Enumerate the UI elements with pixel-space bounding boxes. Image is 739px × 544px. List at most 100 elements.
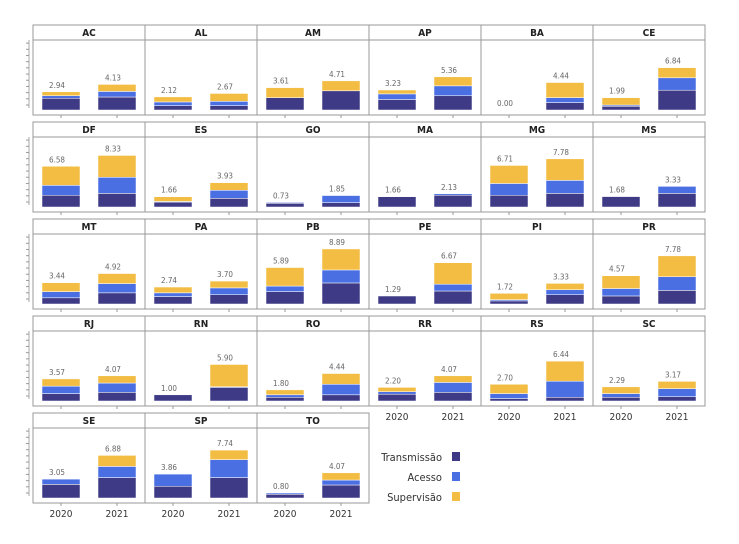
bar-segment-transmissao [545, 294, 585, 305]
bar-segment-transmissao [97, 292, 137, 305]
bar-segment-supervisao [41, 166, 81, 186]
panel-title: RS [530, 319, 543, 330]
bar-segment-acesso [321, 479, 361, 486]
bar-segment-acesso [209, 190, 249, 199]
bar-segment-transmissao [601, 106, 641, 111]
bar-segment-acesso [41, 385, 81, 394]
bar-segment-acesso [41, 95, 81, 99]
bar-segment-acesso [97, 91, 137, 98]
bar-segment-transmissao [209, 477, 249, 499]
panel-to: TO 0.80 2020 4.07 2021 [256, 412, 370, 520]
panel-pr: PR4.5720207.782021 [592, 218, 706, 326]
bar-total-label: 2.74 [161, 276, 177, 285]
bar-segment-transmissao [265, 203, 305, 208]
bar-total-label: 1.66 [385, 186, 401, 195]
bar-segment-transmissao [265, 97, 305, 111]
x-tick-label: 2020 [274, 509, 297, 520]
panel-title: ES [195, 125, 208, 136]
bar-total-label: 6.44 [553, 350, 569, 359]
panel-title: RO [306, 319, 321, 330]
panel-pe: PE1.2920206.672021 [368, 218, 482, 326]
x-tick-label: 2020 [610, 412, 633, 423]
bar-segment-acesso [97, 177, 137, 194]
bar-segment-transmissao [321, 282, 361, 305]
legend-swatch [452, 492, 460, 501]
bar-segment-acesso [209, 287, 249, 295]
bar-segment-transmissao [545, 397, 585, 402]
bar-total-label: 1.00 [161, 384, 177, 393]
bar-segment-transmissao [601, 295, 641, 305]
panel-ms: MS1.6820203.332021 [592, 121, 706, 229]
bar-segment-transmissao [433, 290, 473, 305]
panel-es: ES1.6620203.932021 [144, 121, 258, 229]
panel-title: RR [418, 319, 432, 330]
bar-segment-transmissao [377, 393, 417, 402]
bar-segment-transmissao [321, 484, 361, 499]
bar-segment-acesso [377, 93, 417, 100]
bar-segment-transmissao [489, 398, 529, 402]
bar-total-label: 4.57 [609, 265, 625, 274]
legend-label: Supervisão [387, 491, 442, 504]
bar-segment-transmissao [601, 397, 641, 402]
panel-ac: AC2.9420204.132021 [32, 24, 146, 132]
x-tick-label: 2021 [442, 412, 465, 423]
bar-segment-supervisao [209, 93, 249, 102]
bar-segment-transmissao [433, 95, 473, 111]
bar-segment-acesso [433, 85, 473, 97]
panel-title: PB [306, 222, 320, 233]
bar-segment-supervisao [545, 360, 585, 382]
bar-total-label: 0.00 [497, 99, 513, 108]
bar-segment-transmissao [209, 105, 249, 111]
panel-title: PE [419, 222, 432, 233]
bar-segment-transmissao [545, 102, 585, 111]
bar-segment-transmissao [657, 89, 697, 111]
bar-total-label: 7.74 [217, 439, 233, 448]
bar-segment-supervisao [321, 80, 361, 92]
bar-segment-acesso [97, 382, 137, 393]
bar-total-label: 0.73 [273, 191, 289, 200]
bar-total-label: 5.90 [217, 353, 233, 362]
bar-segment-transmissao [377, 295, 417, 305]
bar-segment-acesso [321, 195, 361, 203]
bar-segment-transmissao [41, 393, 81, 402]
bar-segment-supervisao [545, 158, 585, 181]
bar-segment-transmissao [545, 193, 585, 208]
panel-title: AC [82, 28, 96, 39]
bar-segment-acesso [41, 185, 81, 196]
bar-segment-acesso [265, 492, 305, 495]
bar-segment-supervisao [97, 84, 137, 92]
bar-segment-acesso [545, 289, 585, 295]
bar-segment-transmissao [265, 291, 305, 305]
x-tick-label: 2021 [666, 412, 689, 423]
bar-segment-supervisao [209, 182, 249, 191]
panel-title: RN [194, 319, 208, 330]
bar-segment-supervisao [265, 267, 305, 287]
bar-total-label: 1.85 [329, 185, 345, 194]
bar-total-label: 5.89 [273, 257, 289, 266]
bar-segment-transmissao [657, 290, 697, 305]
bar-segment-supervisao [433, 375, 473, 383]
bar-segment-supervisao [377, 89, 417, 95]
bar-total-label: 2.29 [609, 376, 625, 385]
bar-total-label: 4.44 [329, 363, 345, 372]
bar-segment-acesso [209, 459, 249, 478]
panel-title: DF [82, 125, 96, 136]
bar-segment-acesso [601, 393, 641, 398]
panel-rs: RS 2.70 2020 6.44 2021 [480, 315, 594, 423]
bar-total-label: 4.07 [329, 462, 345, 471]
legend-swatch [452, 472, 460, 481]
bar-total-label: 0.80 [273, 482, 289, 491]
bar-segment-supervisao [545, 82, 585, 98]
panel-se: SE 3.05 2020 6.88 2021 [32, 412, 146, 520]
bar-segment-acesso [41, 291, 81, 299]
bar-segment-acesso [657, 276, 697, 291]
bar-segment-acesso [321, 384, 361, 396]
bar-segment-acesso [545, 97, 585, 103]
bar-total-label: 8.33 [105, 144, 121, 153]
panel-title: AM [305, 28, 321, 39]
bar-segment-transmissao [321, 202, 361, 208]
x-tick-label: 2020 [498, 412, 521, 423]
bar-total-label: 3.70 [217, 270, 233, 279]
panel-title: AP [418, 28, 432, 39]
bar-segment-transmissao [153, 296, 193, 305]
